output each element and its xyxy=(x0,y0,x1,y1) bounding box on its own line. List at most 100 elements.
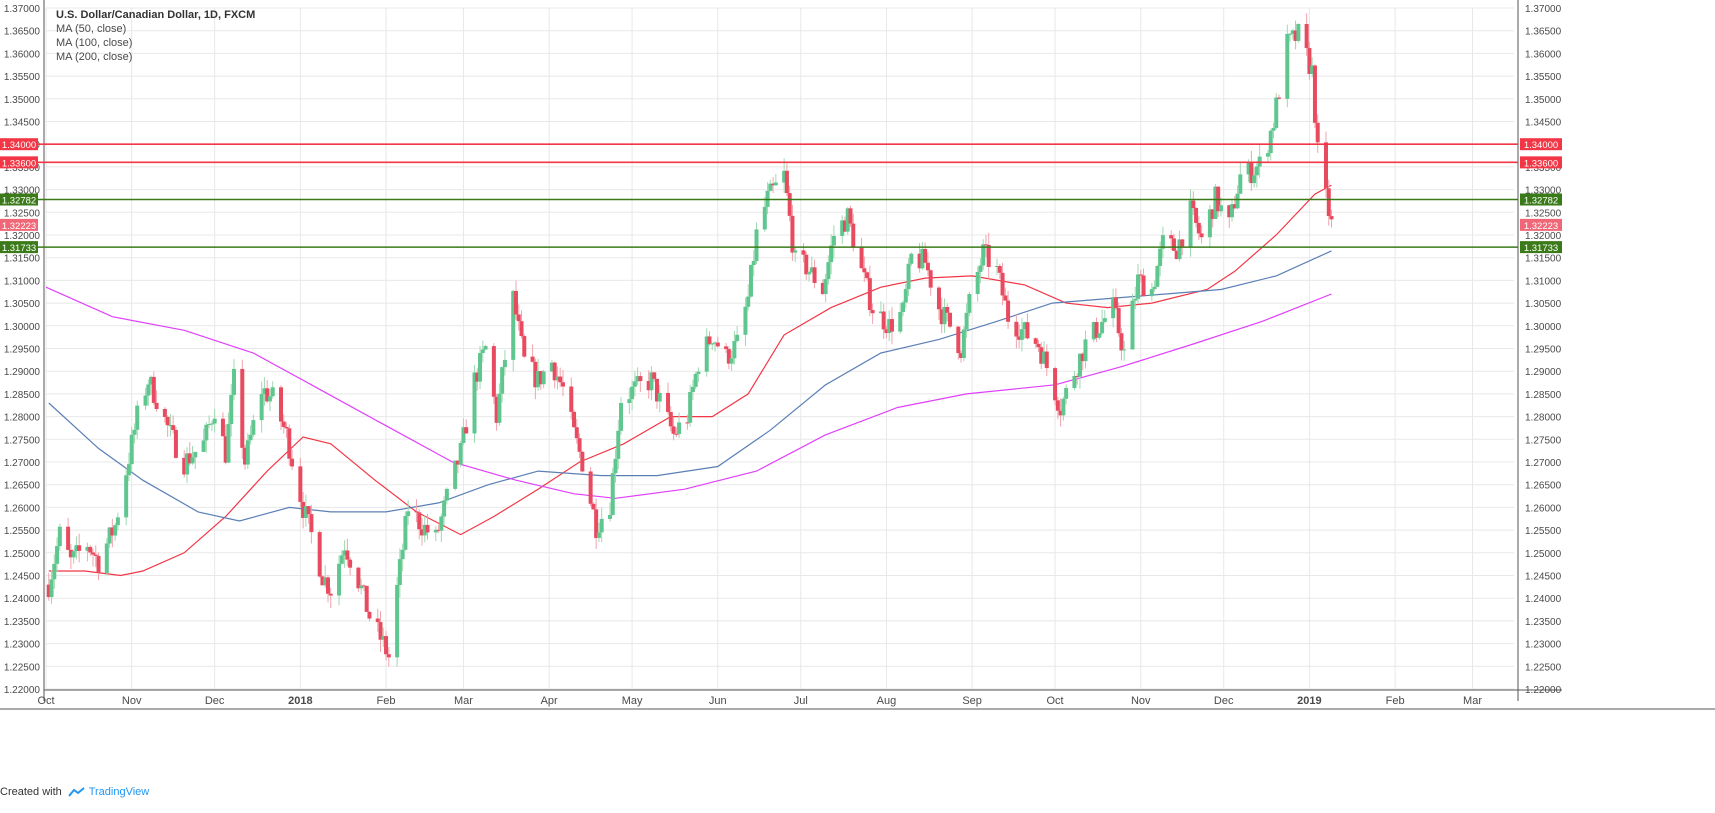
level-tag-right-bg xyxy=(1520,138,1562,151)
candle xyxy=(1094,317,1099,342)
candle xyxy=(986,232,991,279)
candle xyxy=(649,366,654,401)
candle xyxy=(406,500,411,525)
candle-body xyxy=(1171,238,1176,251)
candle xyxy=(149,375,154,395)
candle-body xyxy=(455,460,460,465)
candle xyxy=(345,538,350,567)
candle xyxy=(96,552,101,581)
candle xyxy=(688,384,693,427)
candle-body xyxy=(1006,300,1011,322)
candle-body xyxy=(793,250,798,253)
candle-body xyxy=(361,585,366,587)
candle-body xyxy=(942,306,947,325)
legend-ma-200[interactable]: MA (200, close) xyxy=(56,51,133,63)
candle xyxy=(248,425,253,445)
candle-body xyxy=(1296,23,1301,41)
candle xyxy=(212,408,217,433)
candle-body xyxy=(903,289,908,303)
candle-body xyxy=(1227,205,1232,218)
candle xyxy=(226,412,231,464)
candle xyxy=(693,371,698,390)
candle xyxy=(182,450,187,478)
candle xyxy=(948,312,953,329)
footer-brand[interactable]: TradingView xyxy=(88,786,150,798)
candle-body xyxy=(107,527,112,544)
candle xyxy=(444,487,449,505)
candle-body xyxy=(735,334,740,342)
candle-body xyxy=(696,371,701,374)
candle-body xyxy=(862,268,867,273)
candle xyxy=(981,239,986,271)
candle xyxy=(190,445,195,465)
y-tick-label-right: 1.30000 xyxy=(1525,322,1562,333)
candle xyxy=(1196,216,1201,240)
candle xyxy=(901,300,906,317)
x-tick-label: Apr xyxy=(541,695,558,707)
candle-body xyxy=(1194,207,1199,223)
candle-body xyxy=(549,362,554,372)
candle-body xyxy=(55,546,60,564)
y-tick-label-left: 1.37000 xyxy=(4,4,41,15)
candle xyxy=(240,359,245,460)
candle-body xyxy=(1080,353,1085,362)
y-tick-label-left: 1.22000 xyxy=(4,685,41,696)
candle xyxy=(782,158,787,194)
candle-body xyxy=(1246,162,1251,175)
y-tick-label-left: 1.29500 xyxy=(4,345,41,356)
candle-body xyxy=(580,451,585,472)
candle-body xyxy=(1312,65,1317,123)
candle xyxy=(378,611,383,652)
y-tick-label-left: 1.36000 xyxy=(4,49,41,60)
candle-body xyxy=(1072,375,1077,388)
candle-body xyxy=(1230,204,1235,218)
candle-body xyxy=(184,453,189,475)
y-tick-label-right: 1.33000 xyxy=(1525,186,1562,197)
legend-ma-100[interactable]: MA (100, close) xyxy=(56,37,133,49)
candle-body xyxy=(1249,162,1254,184)
y-tick-label-right: 1.23500 xyxy=(1525,617,1562,628)
candle xyxy=(713,341,718,352)
candle xyxy=(439,513,444,543)
x-tick-label: Jun xyxy=(709,695,727,707)
candle xyxy=(259,381,264,433)
legend-ma-50[interactable]: MA (50, close) xyxy=(56,23,127,35)
y-tick-label-left: 1.30000 xyxy=(4,322,41,333)
y-tick-label-left: 1.25000 xyxy=(4,549,41,560)
candle xyxy=(549,359,554,373)
candle xyxy=(243,444,248,470)
candle-body xyxy=(572,411,577,428)
candle-body xyxy=(867,278,872,311)
candle-body xyxy=(975,271,980,295)
candle xyxy=(104,538,109,576)
candle-body xyxy=(303,506,308,519)
candle-body xyxy=(397,559,402,585)
candle-body xyxy=(959,353,964,358)
candle xyxy=(538,370,543,391)
candle xyxy=(1230,198,1235,222)
candle xyxy=(704,328,709,377)
candle-body xyxy=(96,555,101,573)
candle xyxy=(1122,340,1127,361)
candle xyxy=(1083,330,1088,369)
candle-body xyxy=(690,386,695,393)
candle-body xyxy=(386,654,391,658)
candle xyxy=(751,250,756,277)
y-tick-label-right: 1.31000 xyxy=(1525,276,1562,287)
candle xyxy=(395,576,400,667)
candle xyxy=(870,303,875,324)
candle xyxy=(591,502,596,511)
footer-credit: Created with TradingView xyxy=(0,786,149,798)
candle-body xyxy=(126,464,131,476)
y-tick-label-left: 1.25500 xyxy=(4,526,41,537)
x-tick-label: Jul xyxy=(794,695,808,707)
candle-body xyxy=(1122,349,1127,351)
candle xyxy=(666,382,671,415)
candle xyxy=(945,303,950,322)
candle-body xyxy=(1180,239,1185,247)
candle xyxy=(1033,337,1038,348)
candle xyxy=(1307,41,1312,80)
candle xyxy=(425,513,430,540)
candle-body xyxy=(187,453,192,464)
